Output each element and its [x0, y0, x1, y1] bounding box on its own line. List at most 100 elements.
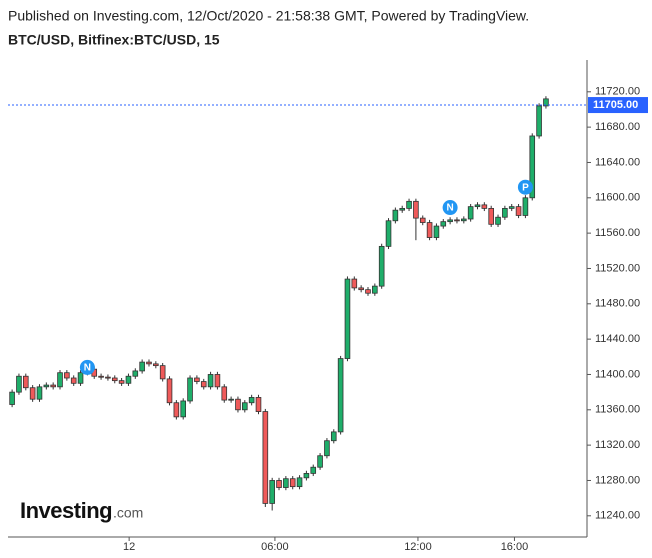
candle-body — [125, 375, 132, 384]
candle-body — [543, 98, 549, 107]
candle-body — [454, 219, 460, 222]
candle-body — [139, 361, 145, 372]
event-label: N — [84, 363, 91, 374]
candle-body — [447, 219, 453, 223]
candle-body — [242, 402, 248, 411]
candle-body — [70, 377, 77, 384]
candle-body — [132, 370, 139, 377]
candle-body — [419, 217, 426, 223]
y-tick-label: 11680.00 — [595, 121, 640, 133]
candle-body — [98, 375, 104, 378]
candle-body — [200, 381, 207, 388]
candle-body — [406, 200, 412, 209]
candle-body — [289, 478, 296, 488]
y-tick-label: 11480.00 — [595, 298, 640, 310]
candle-body — [365, 289, 371, 294]
y-tick-label: 11240.00 — [595, 510, 640, 522]
candle-body — [317, 455, 323, 468]
x-tick-label: 12:00 — [404, 541, 432, 553]
x-tick-label: 16:00 — [501, 541, 529, 553]
last-price-box — [588, 97, 648, 114]
y-tick-label: 11360.00 — [595, 404, 640, 416]
candle-body — [111, 377, 118, 382]
candle-body — [194, 377, 200, 382]
candle-body — [324, 440, 330, 457]
candle-body — [399, 207, 406, 211]
candle-body — [248, 397, 255, 404]
candle-body — [358, 287, 364, 291]
event-label: P — [522, 182, 529, 193]
candle-body — [153, 363, 159, 367]
candle-body — [118, 380, 125, 384]
candle-body — [344, 278, 351, 359]
candle-body — [43, 384, 50, 388]
event-label: N — [447, 203, 454, 214]
candle-body — [255, 397, 262, 412]
candle-body — [310, 466, 317, 474]
y-tick-label: 11600.00 — [595, 192, 640, 204]
candle-body — [283, 478, 289, 488]
candle-body — [16, 375, 22, 393]
candle-body — [22, 375, 29, 389]
candle-body — [214, 374, 221, 388]
candle-body — [392, 209, 399, 222]
candle-body — [64, 372, 70, 379]
candle-body — [262, 411, 269, 504]
candle-body — [207, 374, 214, 388]
candle-body — [77, 372, 84, 384]
candle-body — [474, 204, 481, 208]
y-tick-label: 11440.00 — [595, 333, 640, 345]
candle-body — [235, 398, 241, 411]
candle-body — [105, 376, 111, 379]
candle-body — [522, 197, 529, 216]
x-tick-label: 12 — [123, 541, 135, 553]
published-note: Published on Investing.com, 12/Oct/2020 … — [8, 8, 529, 24]
candle-body — [502, 207, 508, 218]
candle-body — [461, 218, 467, 222]
logo-suffix: .com — [113, 505, 143, 521]
candle-body — [529, 135, 536, 199]
candle-body — [296, 477, 303, 488]
y-tick-label: 11400.00 — [595, 368, 640, 380]
candle-body — [508, 206, 515, 209]
candle-body — [57, 372, 63, 388]
candle-body — [146, 361, 152, 365]
candle-body — [481, 204, 488, 209]
candle-body — [166, 378, 173, 404]
event-marker — [442, 200, 458, 216]
y-tick-label: 11520.00 — [595, 262, 640, 274]
candle-body — [337, 358, 344, 433]
y-tick-label: 11720.00 — [595, 86, 640, 98]
x-tick-label: 06:00 — [261, 541, 289, 553]
candle-body — [276, 480, 282, 488]
candle-body — [467, 206, 474, 220]
candle-body — [426, 222, 433, 238]
candle-body — [221, 386, 228, 401]
candle-body — [50, 384, 56, 388]
candle-body — [269, 480, 275, 504]
candle-body — [29, 387, 36, 400]
candle-body — [495, 216, 501, 225]
candle-body — [187, 377, 193, 402]
candle-body — [303, 472, 310, 479]
candle-body — [9, 391, 15, 405]
candle-body — [180, 400, 187, 418]
y-tick-label: 11280.00 — [595, 474, 640, 486]
candle-body — [173, 402, 180, 418]
symbol-title: BTC/USD, Bitfinex:BTC/USD, 15 — [8, 32, 220, 48]
y-tick-label: 11640.00 — [595, 156, 640, 168]
event-marker — [517, 179, 533, 195]
y-tick-label: 11320.00 — [595, 439, 640, 451]
y-tick-label: 11560.00 — [595, 227, 640, 239]
candle-body — [488, 207, 494, 225]
candle-body — [515, 206, 522, 216]
candle-body — [378, 245, 385, 287]
candle-body — [159, 365, 166, 380]
candle-body — [36, 386, 43, 400]
candle-body — [440, 221, 447, 227]
last-price-label: 11705.00 — [593, 99, 638, 111]
logo-brand: Investing — [20, 498, 112, 523]
candle-body — [536, 105, 542, 137]
